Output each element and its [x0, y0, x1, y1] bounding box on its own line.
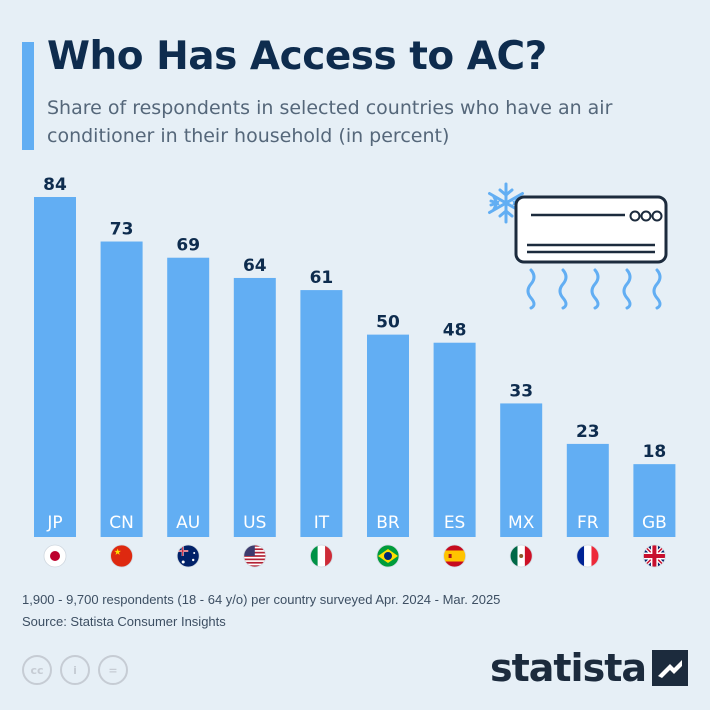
category-label: JP — [46, 513, 62, 533]
flag-china-icon — [110, 544, 133, 568]
source-text: Source: Statista Consumer Insights — [22, 614, 226, 629]
statista-mark-icon — [652, 650, 688, 686]
value-label: 61 — [310, 268, 334, 288]
category-label: IT — [314, 513, 330, 533]
value-label: 23 — [576, 422, 600, 442]
no-derivatives-icon[interactable]: = — [98, 655, 128, 685]
bar-chart: 84 JP 73 CN 69 AU 64 US 61 IT 50 BR 48 ES 33 MX 23 FR 18 GB — [34, 175, 676, 568]
bar-cn — [100, 241, 143, 537]
flag-brazil-icon — [376, 544, 400, 568]
airflow-wave — [622, 268, 632, 310]
title-accent-bar — [22, 42, 34, 150]
chart-subtitle: Share of respondents in selected countri… — [47, 97, 613, 147]
value-label: 73 — [110, 220, 134, 240]
category-label: GB — [642, 513, 667, 533]
value-label: 69 — [176, 236, 200, 256]
airflow-wave — [590, 268, 600, 310]
flag-usa-icon — [243, 544, 267, 568]
bar-it — [300, 290, 343, 537]
category-label: AU — [176, 513, 200, 533]
survey-note: 1,900 - 9,700 respondents (18 - 64 y/o) … — [22, 592, 501, 607]
category-label: BR — [376, 513, 400, 533]
category-label: CN — [109, 513, 134, 533]
cc-icon[interactable]: cc — [22, 655, 52, 685]
value-label: 18 — [643, 442, 667, 462]
value-label: 84 — [43, 175, 67, 195]
airflow-wave — [652, 268, 662, 310]
category-label: FR — [577, 513, 599, 533]
flag-france-icon — [576, 544, 600, 568]
ac-illustration — [488, 182, 668, 310]
category-label: ES — [444, 513, 466, 533]
bar-au — [167, 257, 210, 537]
bar-mx — [500, 403, 543, 537]
flag-italy-icon — [309, 544, 333, 568]
value-label: 50 — [376, 313, 400, 333]
license-icons: cc i = — [22, 655, 128, 685]
bar-br — [367, 334, 409, 537]
airflow-wave — [526, 268, 536, 310]
statista-logo[interactable]: statista — [490, 646, 688, 690]
bar-es — [433, 342, 476, 537]
flag-mexico-icon — [509, 544, 533, 568]
airflow-wave — [558, 268, 568, 310]
flag-uk-icon — [643, 544, 666, 568]
attribution-icon[interactable]: i — [60, 655, 90, 685]
bar-jp — [34, 197, 76, 537]
value-label: 48 — [443, 321, 467, 341]
bar-fr — [566, 443, 609, 537]
chart-title: Who Has Access to AC? — [47, 34, 547, 79]
airflow-icon — [526, 268, 662, 310]
flag-japan-icon — [43, 544, 67, 568]
category-label: MX — [508, 513, 535, 533]
flag-spain-icon — [443, 544, 467, 568]
bar-gb — [633, 464, 676, 537]
value-label: 64 — [243, 256, 267, 276]
air-conditioner-icon — [514, 195, 668, 264]
value-label: 33 — [509, 381, 533, 401]
flag-australia-icon — [176, 544, 200, 568]
brand-name: statista — [489, 646, 647, 690]
category-label: US — [243, 513, 266, 533]
bar-us — [233, 277, 276, 537]
